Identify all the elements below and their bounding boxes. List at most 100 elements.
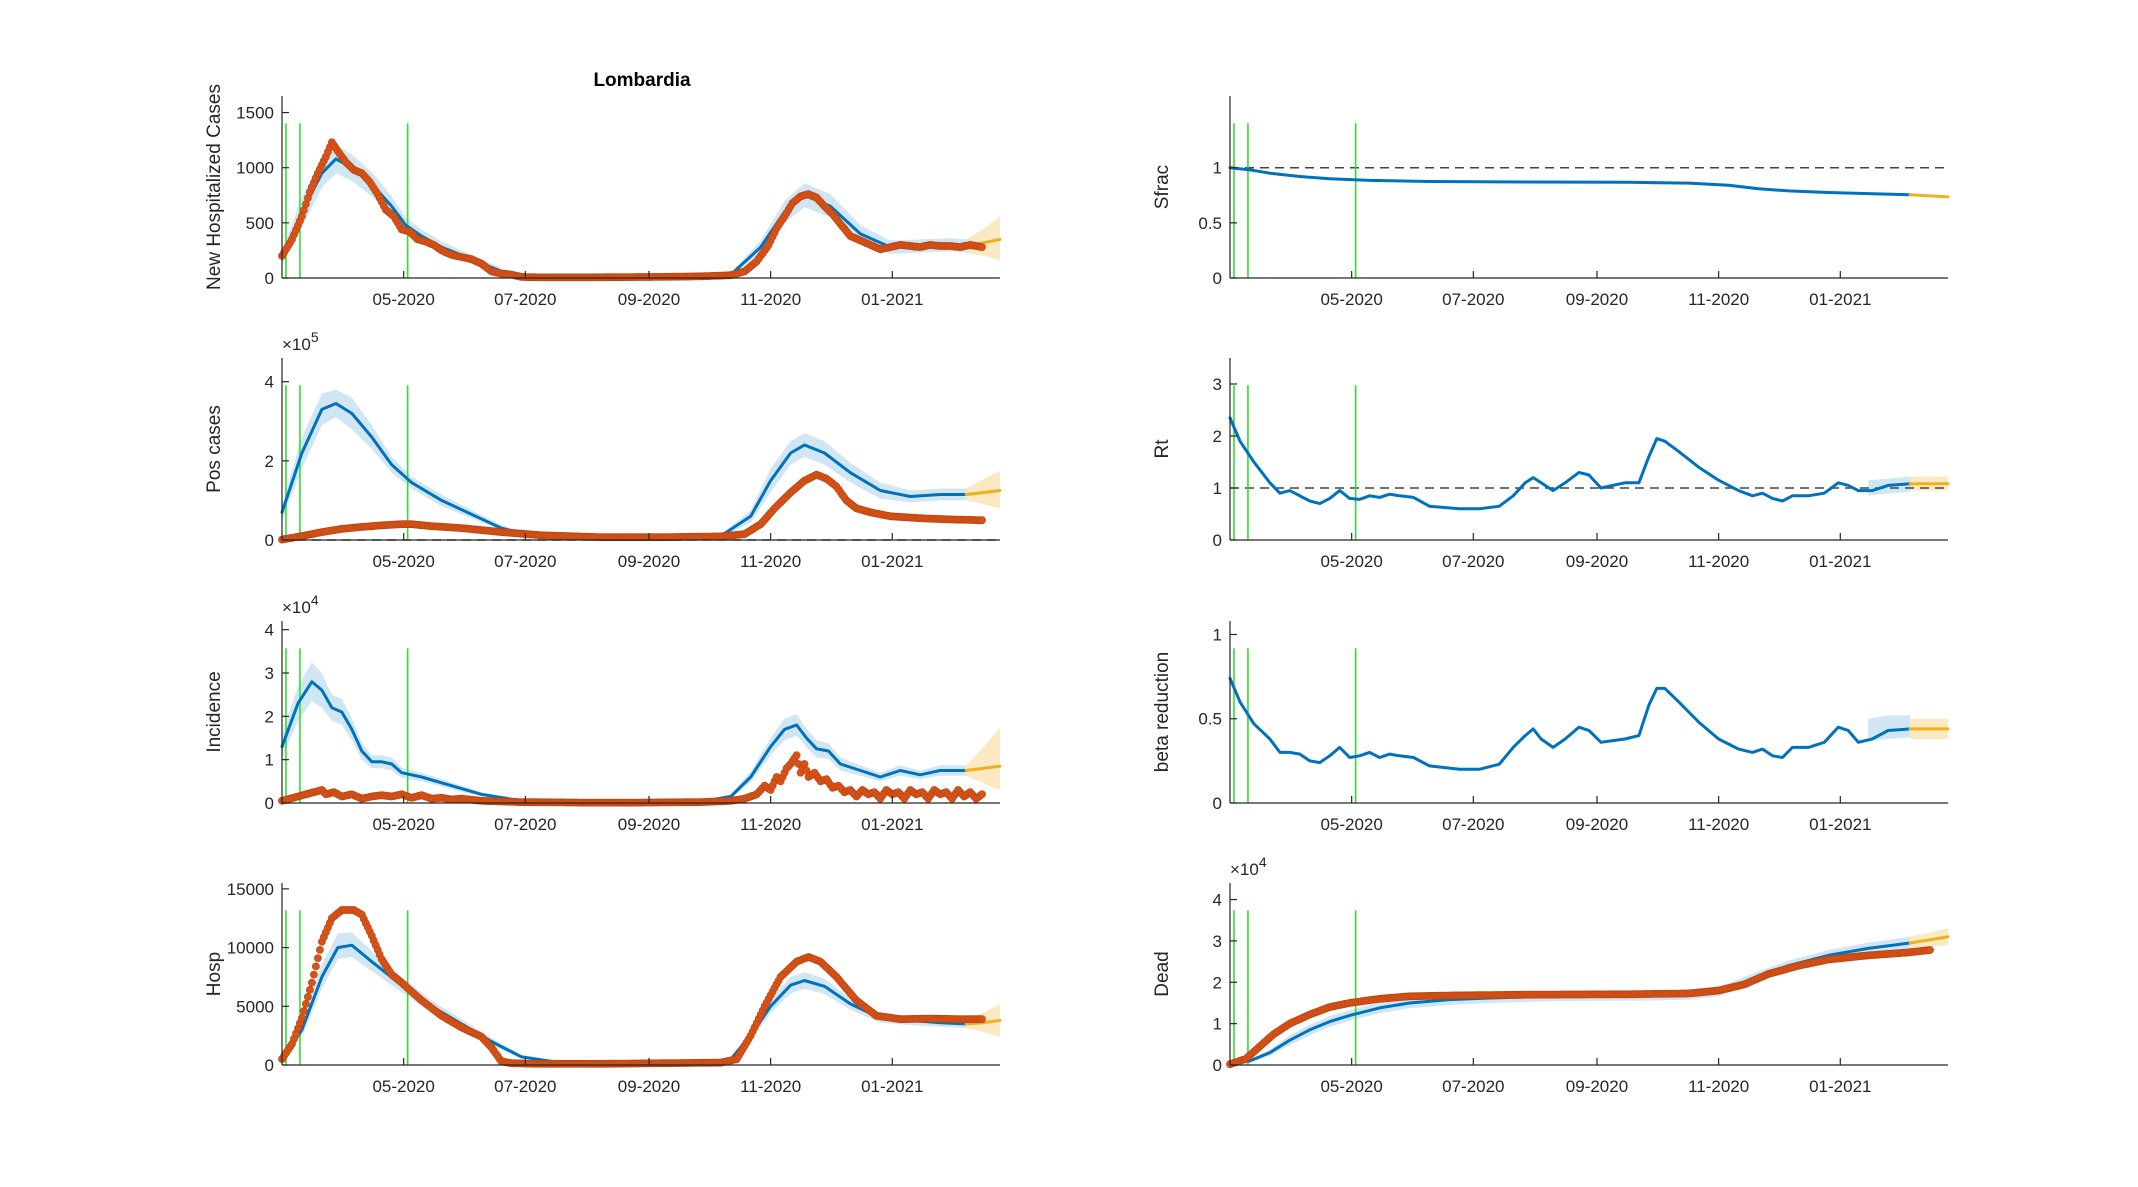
observed-series [1226,946,1934,1069]
y-axis-label: New Hospitalized Cases [204,84,225,290]
panel-rt: 0 1 2 3 05-2020 07-2020 09-2020 11-2020 01-2021 R… [1152,358,1950,571]
x-tick-label: 05-2020 [1320,1077,1382,1096]
panel-hosp_new: 0 500 1000 1500 05-2020 07-2020 09-2020 11-2020… [204,84,1002,309]
x-tick-label: 01-2021 [861,290,923,309]
model-band [282,389,967,539]
y-tick-label: 1000 [236,159,274,178]
x-tick-label: 11-2020 [740,552,801,571]
panel-dead: 0 1 2 3 4 05-2020 07-2020 09-2020 11-2020 01-2021… [1152,854,1950,1096]
y-tick-label: 0 [1213,1056,1222,1075]
panel-incidence: 0 1 2 3 4 05-2020 07-2020 09-2020 11-2020 01-2021… [204,592,1002,834]
model-line [280,157,968,279]
x-tick-label: 07-2020 [1442,552,1504,571]
y-tick-label: 1 [1213,159,1222,178]
x-tick-label: 09-2020 [1566,290,1628,309]
y-axis-label: Incidence [204,671,225,752]
y-tick-label: 0 [1213,269,1222,288]
y-tick-label: 15000 [227,880,274,899]
panel-sfrac: 0 0.5 1 05-2020 07-2020 09-2020 11-2020 01-2021… [1152,96,1950,309]
y-exponent-label: ×105 [282,329,319,354]
observed-series [278,906,986,1068]
observed-series [278,751,986,807]
observed-point [800,760,809,768]
observed-point [305,986,314,994]
x-tick-label: 09-2020 [618,815,680,834]
x-tick-label: 09-2020 [1566,1077,1628,1096]
model-line [280,402,968,540]
observed-point [792,751,801,760]
y-tick-label: 0 [265,531,274,550]
y-tick-label: 0 [1213,794,1222,813]
x-tick-label: 07-2020 [1442,1077,1504,1096]
x-tick-label: 05-2020 [372,1077,434,1096]
x-tick-label: 09-2020 [618,1077,680,1096]
observed-point [299,1007,308,1015]
y-tick-label: 0.5 [1198,214,1222,233]
x-tick-label: 09-2020 [618,290,680,309]
y-tick-label: 0 [265,1056,274,1075]
y-axis-label: beta reduction [1152,652,1173,772]
x-tick-label: 05-2020 [372,552,434,571]
observed-point [309,970,318,979]
x-tick-label: 05-2020 [1320,815,1382,834]
y-tick-label: 3 [265,664,274,683]
observed-point [297,1014,306,1022]
forecast-line [964,764,1002,772]
y-tick-label: 0 [265,269,274,288]
x-tick-label: 11-2020 [1688,552,1749,571]
y-tick-label: 4 [265,621,274,640]
y-tick-label: 1 [265,751,274,770]
y-axis-label: Dead [1152,951,1173,996]
y-tick-label: 0 [1213,531,1222,550]
forecast-line [1908,935,1950,945]
x-tick-label: 01-2021 [1809,290,1871,309]
observed-series [278,470,986,544]
x-tick-label: 01-2021 [861,1077,923,1096]
observed-point [303,993,312,1001]
observed-point [978,243,986,251]
x-tick-label: 09-2020 [618,552,680,571]
y-tick-label: 3 [1213,375,1222,394]
y-exponent-label: ×104 [1230,854,1267,879]
x-tick-label: 07-2020 [494,1077,556,1096]
y-tick-label: 1 [1213,1015,1222,1034]
y-tick-label: 4 [1213,891,1222,910]
x-tick-label: 07-2020 [1442,290,1504,309]
y-axis-label: Pos cases [204,405,225,493]
y-axis-label: Sfrac [1152,165,1173,209]
y-tick-label: 2 [1213,427,1222,446]
observed-series [278,138,986,282]
y-tick-label: 4 [265,373,274,392]
y-axis-label: Hosp [204,952,225,996]
observed-point [307,978,316,987]
x-tick-label: 05-2020 [372,815,434,834]
y-exponent-label: ×104 [282,592,319,617]
x-tick-label: 05-2020 [372,290,434,309]
model-line [1228,166,1912,197]
model-line [1228,416,1912,511]
x-tick-label: 01-2021 [1809,815,1871,834]
forecast-line [964,1018,1002,1026]
x-tick-label: 01-2021 [1809,1077,1871,1096]
observed-point [313,954,322,962]
x-tick-label: 05-2020 [1320,290,1382,309]
x-tick-label: 01-2021 [861,552,923,571]
x-tick-label: 11-2020 [740,815,801,834]
x-tick-label: 05-2020 [1320,552,1382,571]
x-tick-label: 07-2020 [494,552,556,571]
x-tick-label: 11-2020 [1688,815,1749,834]
y-tick-label: 2 [265,452,274,471]
y-tick-label: 500 [246,214,274,233]
x-tick-label: 07-2020 [494,290,556,309]
model-line [280,680,968,804]
panel-hosp: 0 5000 10000 15000 05-2020 07-2020 09-2020 11-2… [204,880,1002,1096]
forecast-line [1908,193,1950,199]
y-axis-label: Rt [1152,439,1173,459]
y-tick-label: 1 [1213,479,1222,498]
x-tick-label: 11-2020 [1688,1077,1749,1096]
model-band [282,932,967,1065]
panel-pos_cases: 0 2 4 05-2020 07-2020 09-2020 11-2020 01-2021 ×1… [204,329,1002,571]
x-tick-label: 01-2021 [861,815,923,834]
observed-point [311,962,320,971]
